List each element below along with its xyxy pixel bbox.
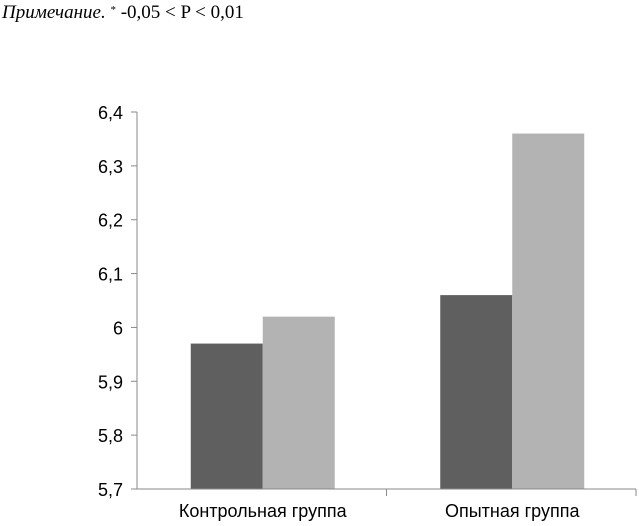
footnote-marker: * [110,4,116,16]
y-tick-label: 6,3 [98,157,123,177]
footnote: Примечание. * -0,05 < P < 0,01 [2,2,244,24]
bars [190,133,585,490]
y-tick-label: 5,9 [98,372,123,392]
y-tick-label: 6,4 [98,103,123,123]
footnote-label: Примечание. [2,2,106,23]
y-tick-label: 5,8 [98,426,123,446]
y-tick-label: 6 [113,318,123,338]
y-tick-label: 6,1 [98,265,123,285]
y-tick-label: 5,7 [98,480,123,500]
y-tick-label: 6,2 [98,211,123,231]
footnote-text: -0,05 < P < 0,01 [115,2,244,23]
bar [262,316,335,489]
bar [512,133,585,490]
x-tick-label: Опытная группа [445,501,580,521]
x-axis: Контрольная группа Опытная группа [137,488,637,521]
x-tick-label: Контрольная группа [179,501,348,521]
bar [440,295,513,489]
bar [190,343,263,489]
y-axis: 5,7 5,8 5,9 6 6,1 6,2 6,3 6,4 [98,103,138,500]
